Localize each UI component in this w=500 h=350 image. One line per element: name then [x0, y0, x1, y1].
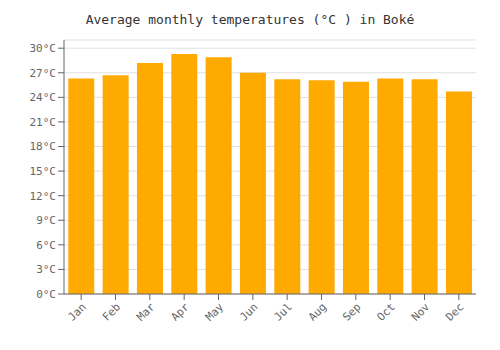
svg-text:Feb: Feb — [100, 300, 123, 323]
svg-text:24°C: 24°C — [30, 91, 57, 104]
svg-text:Jun: Jun — [237, 300, 260, 323]
svg-text:6°C: 6°C — [36, 239, 56, 252]
svg-text:Apr: Apr — [169, 300, 193, 324]
svg-text:18°C: 18°C — [30, 140, 57, 153]
svg-text:30°C: 30°C — [30, 42, 57, 55]
svg-text:Jan: Jan — [66, 300, 89, 323]
svg-text:21°C: 21°C — [30, 116, 57, 129]
svg-text:Oct: Oct — [375, 300, 398, 323]
svg-text:Sep: Sep — [340, 300, 363, 323]
svg-text:0°C: 0°C — [36, 288, 56, 301]
html-text:Average monthly temperatures (: Average monthly temperatures (°C ) in Bo… — [85, 12, 415, 27]
svg-text:Jul: Jul — [272, 300, 295, 323]
svg-text:Mar: Mar — [134, 300, 158, 324]
svg-text:Aug: Aug — [306, 300, 329, 323]
svg-text:12°C: 12°C — [30, 190, 57, 203]
svg-text:9°C: 9°C — [36, 214, 56, 227]
svg-text:27°C: 27°C — [30, 67, 57, 80]
svg-text:15°C: 15°C — [30, 165, 57, 178]
svg-text:Nov: Nov — [409, 300, 433, 324]
svg-text:May: May — [203, 300, 227, 324]
svg-text:Dec: Dec — [443, 300, 466, 323]
svg-text:3°C: 3°C — [36, 263, 56, 276]
